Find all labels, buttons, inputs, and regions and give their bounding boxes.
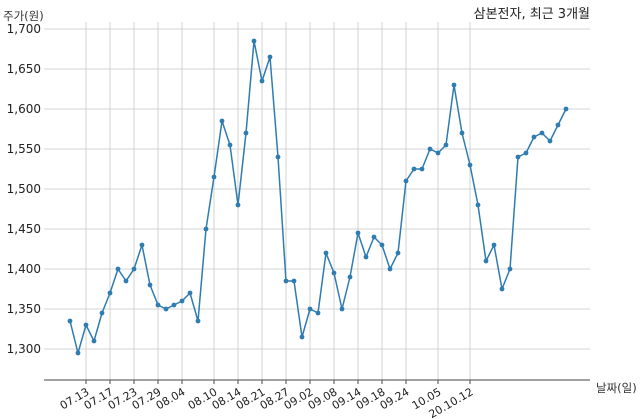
data-point xyxy=(427,146,433,152)
data-point xyxy=(491,242,497,248)
data-point xyxy=(171,302,177,308)
x-axis-ticks: 07.1307.1707.2307.2908.0408.1008.1408.21… xyxy=(58,380,476,419)
data-point xyxy=(251,38,257,44)
y-tick-label: 1,600 xyxy=(7,102,41,116)
data-point xyxy=(155,302,161,308)
data-point xyxy=(179,298,185,304)
data-point xyxy=(483,258,489,264)
data-point xyxy=(195,318,201,324)
data-point xyxy=(355,230,361,236)
data-point xyxy=(323,250,329,256)
data-point xyxy=(235,202,241,208)
data-point xyxy=(307,306,313,312)
chart-title: 삼본전자, 최근 3개월 xyxy=(474,7,590,22)
data-point xyxy=(395,250,401,256)
data-point xyxy=(291,278,297,284)
y-tick-label: 1,650 xyxy=(7,62,41,76)
data-point xyxy=(75,350,81,356)
data-point xyxy=(555,122,561,128)
data-point xyxy=(467,162,473,168)
data-point xyxy=(147,282,153,288)
series-group xyxy=(67,38,569,356)
data-point xyxy=(523,150,529,156)
data-point xyxy=(443,142,449,148)
data-point xyxy=(139,242,145,248)
data-point xyxy=(475,202,481,208)
data-point xyxy=(91,338,97,344)
data-point xyxy=(563,106,569,112)
x-axis-label: 날짜(일) xyxy=(596,381,637,395)
data-point xyxy=(203,226,209,232)
data-point xyxy=(275,154,281,160)
data-point xyxy=(331,270,337,276)
data-point xyxy=(363,254,369,260)
data-point xyxy=(347,274,353,280)
data-point xyxy=(107,290,113,296)
data-point xyxy=(131,266,137,272)
series-line xyxy=(69,40,567,354)
data-point xyxy=(259,78,265,84)
y-tick-label: 1,350 xyxy=(7,302,41,316)
data-point xyxy=(99,310,105,316)
data-point xyxy=(339,306,345,312)
data-point xyxy=(451,82,457,88)
data-point xyxy=(115,266,121,272)
grid xyxy=(44,22,590,380)
data-point xyxy=(387,266,393,272)
data-point xyxy=(219,118,225,124)
data-point xyxy=(283,278,289,284)
data-point xyxy=(419,166,425,172)
data-point xyxy=(299,334,305,340)
data-point xyxy=(187,290,193,296)
data-point xyxy=(379,242,385,248)
y-tick-label: 1,500 xyxy=(7,182,41,196)
data-point xyxy=(243,130,249,136)
y-axis-label: 주가(원) xyxy=(3,9,44,23)
data-point xyxy=(123,278,129,284)
data-point xyxy=(163,306,169,312)
data-point xyxy=(83,322,89,328)
data-point xyxy=(539,130,545,136)
data-point xyxy=(515,154,521,160)
data-point xyxy=(499,286,505,292)
data-point xyxy=(315,310,321,316)
data-point xyxy=(435,150,441,156)
y-tick-label: 1,700 xyxy=(7,22,41,36)
data-point xyxy=(211,174,217,180)
data-point xyxy=(547,138,553,144)
data-point xyxy=(459,130,465,136)
y-tick-label: 1,400 xyxy=(7,262,41,276)
data-point xyxy=(403,178,409,184)
data-point xyxy=(227,142,233,148)
data-point xyxy=(67,318,73,324)
y-tick-label: 1,550 xyxy=(7,142,41,156)
data-point xyxy=(531,134,537,140)
y-tick-label: 1,450 xyxy=(7,222,41,236)
y-axis-ticks: 1,300 1,350 1,400 1,450 1,500 1,550 1,600 1,650… xyxy=(7,22,41,356)
y-tick-label: 1,300 xyxy=(7,342,41,356)
data-point xyxy=(507,266,513,272)
data-point xyxy=(267,54,273,60)
data-point xyxy=(371,234,377,240)
data-point xyxy=(411,166,417,172)
